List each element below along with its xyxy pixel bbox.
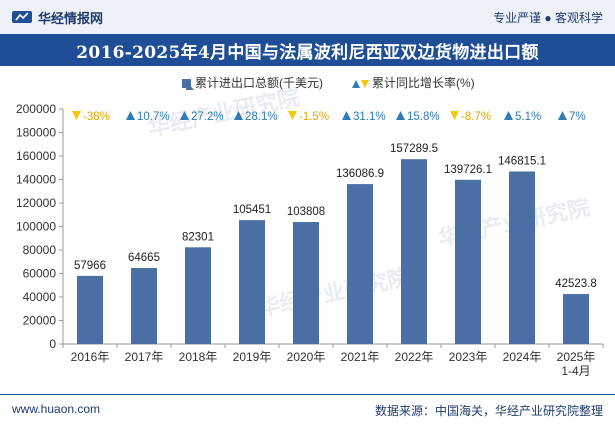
x-tick-label: 2016年: [71, 350, 110, 364]
bar-value-label: 146815.1: [498, 155, 546, 167]
y-tick-label: 200000: [16, 102, 56, 116]
bar: [509, 171, 535, 344]
growth-up-marker: [180, 111, 189, 120]
bar: [347, 184, 373, 344]
x-tick-label: 2018年: [179, 350, 218, 364]
growth-label: 5.1%: [515, 111, 541, 123]
bar: [455, 179, 481, 344]
y-tick-label: 80000: [23, 243, 57, 257]
growth-label: 10.7%: [137, 111, 170, 123]
legend-bar-label: 累计进出口总额(千美元): [195, 76, 323, 90]
growth-up-marker: [342, 111, 351, 120]
y-tick-label: 120000: [16, 196, 56, 210]
footer: www.huaon.com 数据来源：中国海关，华经产业研究院整理: [0, 395, 615, 427]
growth-up-marker: [558, 111, 567, 120]
growth-label: -8.7%: [461, 111, 491, 123]
bar-value-label: 136086.9: [336, 168, 384, 180]
bar-chart: 华经产业研究院华经产业研究院华经产业研究院累计进出口总额(千美元)累计同比增长率…: [16, 75, 604, 378]
y-tick-label: 60000: [23, 267, 57, 281]
growth-up-marker: [234, 111, 243, 120]
x-tick-label: 2020年: [287, 350, 326, 364]
x-tick-label: 1-4月: [561, 364, 590, 378]
growth-label: 27.2%: [191, 111, 224, 123]
y-tick-label: 160000: [16, 149, 56, 163]
top-bar: 华经情报网 专业严谨 ● 客观科学: [0, 0, 615, 34]
growth-label: -38%: [83, 111, 110, 123]
growth-label: 31.1%: [353, 111, 386, 123]
growth-label: -1.5%: [299, 111, 329, 123]
y-tick-label: 140000: [16, 173, 56, 187]
tagline: 专业严谨 ● 客观科学: [493, 11, 603, 25]
website-link[interactable]: www.huaon.com: [12, 402, 101, 416]
x-tick-label: 2023年: [449, 350, 488, 364]
bar: [185, 247, 211, 344]
bar-value-label: 82301: [182, 231, 214, 243]
bar: [401, 159, 427, 344]
growth-label: 15.8%: [407, 111, 440, 123]
legend-growth-label: 累计同比增长率(%): [372, 75, 475, 90]
x-tick-label: 2019年: [233, 350, 272, 364]
title-band: 2016-2025年4月中国与法属波利尼西亚双边货物进出口额: [0, 34, 615, 66]
bar: [77, 275, 103, 344]
footer-divider: [0, 394, 615, 395]
logo-icon: [12, 11, 32, 23]
bar: [239, 220, 265, 344]
bar-value-label: 103808: [287, 206, 325, 218]
y-tick-label: 0: [49, 337, 56, 351]
x-tick-label: 2025年: [557, 350, 596, 364]
growth-up-marker: [126, 111, 135, 120]
x-tick-label: 2017年: [125, 350, 164, 364]
bar-value-label: 105451: [233, 204, 271, 216]
brand-name: 华经情报网: [38, 10, 104, 26]
y-tick-label: 40000: [23, 290, 57, 304]
bar-value-label: 139726.1: [444, 164, 492, 176]
growth-up-marker: [396, 111, 405, 120]
growth-label: 7%: [569, 111, 586, 123]
growth-down-marker: [72, 111, 81, 120]
x-tick-label: 2022年: [395, 350, 434, 364]
watermark-text: 华经产业研究院: [256, 264, 412, 321]
bar: [293, 222, 319, 344]
y-tick-label: 180000: [16, 126, 56, 140]
bar: [131, 268, 157, 344]
legend-up-triangle: [352, 80, 360, 88]
growth-down-marker: [288, 111, 297, 120]
bar: [563, 294, 589, 344]
brand: 华经情报网: [12, 8, 103, 26]
legend-down-triangle: [361, 80, 369, 88]
bar-value-label: 157289.5: [390, 143, 438, 155]
growth-down-marker: [450, 111, 459, 120]
y-tick-label: 100000: [16, 220, 56, 234]
y-tick-label: 20000: [23, 314, 57, 328]
bar-value-label: 42523.8: [555, 278, 597, 290]
bar-value-label: 57966: [74, 260, 106, 272]
chart-title: 2016-2025年4月中国与法属波利尼西亚双边货物进出口额: [76, 42, 539, 63]
growth-label: 28.1%: [245, 111, 278, 123]
growth-up-marker: [504, 111, 513, 120]
x-tick-label: 2021年: [341, 350, 380, 364]
bar-value-label: 64665: [128, 252, 160, 264]
x-tick-label: 2024年: [503, 350, 542, 364]
data-source: 数据来源：中国海关，华经产业研究院整理: [374, 404, 603, 418]
legend-bar-swatch-box: [182, 79, 191, 88]
